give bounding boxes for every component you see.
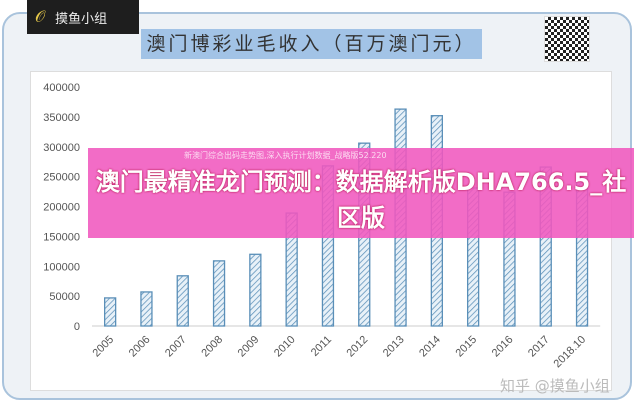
y-tick-label: 350000: [43, 112, 80, 124]
x-tick-label: 2005: [90, 334, 116, 360]
y-tick-label: 50000: [49, 291, 80, 303]
x-tick-label: 2007: [163, 334, 189, 360]
bar: [104, 297, 117, 327]
bar: [249, 253, 262, 327]
bar: [212, 260, 226, 327]
y-tick-label: 150000: [43, 231, 80, 243]
qr-code: [544, 16, 590, 62]
bar: [176, 275, 189, 327]
y-tick-label: 0: [74, 321, 80, 333]
x-tick-label: 2010: [272, 334, 298, 360]
y-tick-label: 300000: [43, 142, 80, 154]
x-tick-label: 2018.10: [552, 334, 589, 371]
logo: 𝒪 摸鱼小组: [27, 0, 139, 34]
watermark: 知乎 @摸鱼小组: [500, 377, 610, 395]
y-tick-label: 100000: [43, 261, 80, 273]
banner-headline: 澳门最精准龙门预测：数据解析版DHA766.5_社区版: [95, 168, 627, 232]
x-tick-label: 2011: [309, 334, 334, 359]
x-tick-label: 2008: [199, 334, 225, 360]
x-tick-label: 2017: [526, 334, 552, 360]
x-tick-label: 2013: [381, 334, 407, 360]
bar: [140, 291, 153, 327]
banner-subtext: 新澳门综合出码走势图,深入执行计划数据_战略版52.220: [184, 151, 387, 160]
x-tick-label: 2016: [490, 334, 516, 360]
x-tick-label: 2012: [345, 334, 371, 360]
logo-text: 摸鱼小组: [55, 11, 108, 27]
y-tick-label: 400000: [43, 82, 80, 94]
x-tick-label: 2015: [453, 334, 479, 360]
x-tick-label: 2009: [236, 334, 262, 360]
x-tick-label: 2006: [127, 334, 153, 360]
chart-title: 澳门博彩业毛收入（百万澳门元）: [141, 29, 482, 59]
y-tick-label: 250000: [43, 172, 80, 184]
y-tick-label: 200000: [43, 202, 80, 214]
fish-logo-icon: 𝒪: [35, 7, 46, 26]
headline-banner: 新澳门综合出码走势图,深入执行计划数据_战略版52.220 澳门最精准龙门预测：…: [88, 148, 634, 238]
x-tick-label: 2014: [417, 334, 443, 360]
